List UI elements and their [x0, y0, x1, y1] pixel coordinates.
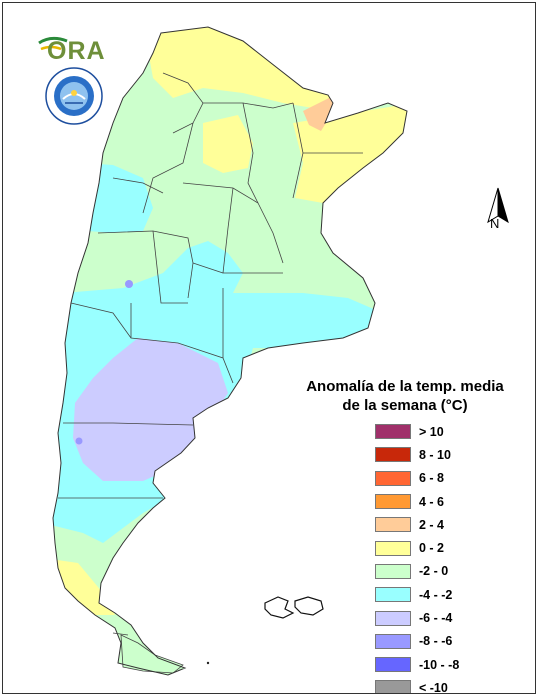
legend-label: -10 - -8	[419, 657, 460, 672]
legend-swatch	[375, 447, 411, 463]
legend-label: > 10	[419, 424, 444, 439]
legend-swatch	[375, 540, 411, 556]
legend-label: -6 - -4	[419, 611, 453, 626]
legend-row: 0 - 2	[375, 536, 495, 559]
legend-row: 4 - 6	[375, 490, 495, 513]
island-dot	[206, 661, 210, 665]
legend-label: -2 - 0	[419, 564, 449, 579]
legend-row: 6 - 8	[375, 467, 495, 490]
legend-row: -10 - -8	[375, 653, 495, 676]
legend-label: 8 - 10	[419, 447, 451, 462]
ora-logo	[38, 36, 68, 51]
legend-label: < -10	[419, 680, 448, 694]
legend-row: 8 - 10	[375, 443, 495, 466]
legend-swatch	[375, 470, 411, 486]
country-outline	[52, 26, 408, 676]
legend-label: -8 - -6	[419, 634, 453, 649]
legend-row: > 10	[375, 420, 495, 443]
ora-logo-text: ORA	[47, 37, 106, 65]
legend-title: Anomalía de la temp. media de la semana …	[287, 377, 523, 415]
legend-label: 6 - 8	[419, 471, 445, 486]
tierra-del-fuego	[120, 634, 184, 674]
legend-row: -8 - -6	[375, 630, 495, 653]
legend-title-line-1: Anomalía de la temp. media	[306, 378, 504, 395]
legend-label: -4 - -2	[419, 587, 453, 602]
legend-swatch	[375, 680, 411, 693]
smn-seal-icon	[45, 67, 103, 125]
legend-swatch	[375, 517, 411, 533]
legend: > 10 8 - 10 6 - 8 4 - 6 2 - 4 0 - 2 -2 -…	[375, 420, 495, 694]
legend-row: < -10	[375, 676, 495, 694]
legend-row: 2 - 4	[375, 513, 495, 536]
legend-swatch	[375, 563, 411, 579]
legend-row: -2 - 0	[375, 560, 495, 583]
legend-swatch	[375, 494, 411, 510]
legend-row: -4 - -2	[375, 583, 495, 606]
legend-swatch	[375, 587, 411, 603]
legend-swatch	[375, 610, 411, 626]
legend-label: 4 - 6	[419, 494, 445, 509]
province-boundaries	[58, 72, 363, 636]
legend-label: 0 - 2	[419, 541, 445, 556]
legend-swatch	[375, 633, 411, 649]
legend-row: -6 - -4	[375, 606, 495, 629]
legend-swatch	[375, 657, 411, 673]
anomaly-map	[52, 26, 408, 676]
legend-title-line-2: de la semana (°C)	[342, 397, 468, 414]
north-label: N	[490, 216, 500, 231]
malvinas-islands	[264, 596, 324, 619]
legend-label: 2 - 4	[419, 517, 445, 532]
north-arrow-icon	[487, 187, 509, 224]
legend-swatch	[375, 424, 411, 440]
